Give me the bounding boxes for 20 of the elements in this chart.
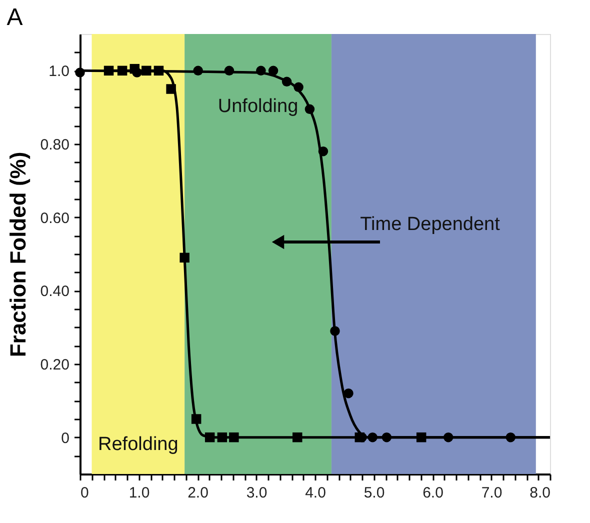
x-tick-label: 3.0 [246, 484, 268, 502]
y-tick-label: 0.80 [40, 136, 70, 154]
x-tick-label: 5.0 [364, 484, 385, 502]
y-tick-label: 0 [61, 430, 70, 447]
annotation: Time Dependent [360, 214, 501, 235]
x-tick-label: 7.0 [481, 484, 502, 502]
x-tick-label: 6.0 [422, 484, 444, 502]
y-axis-title: Fraction Folded (%) [5, 152, 30, 358]
x-tick-label: 0 [80, 484, 89, 502]
band-label: Unfolding [218, 96, 298, 117]
x-tick-label: 4.0 [305, 484, 326, 502]
x-tick-label: 8.0 [530, 484, 550, 502]
x-tick-label: 2.0 [188, 484, 208, 502]
chart-title: A [6, 4, 23, 31]
y-tick-label: 0.60 [40, 210, 70, 227]
y-tick-label: 0.40 [40, 283, 70, 300]
band-label: Refolding [98, 434, 178, 455]
y-tick-label: 0.20 [40, 356, 70, 374]
y-tick-label: 1.0 [48, 63, 70, 80]
x-tick-label: 1.0 [128, 484, 150, 502]
